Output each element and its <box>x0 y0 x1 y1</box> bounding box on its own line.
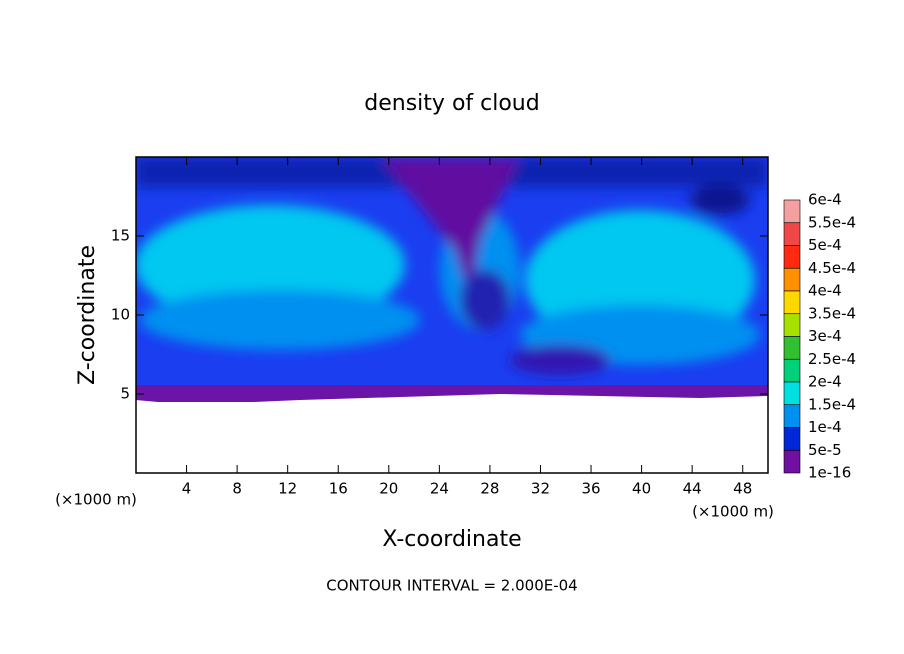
colorbar-label: 1e-4 <box>808 418 842 436</box>
colorbar-box <box>783 313 801 337</box>
x-tick-label: 16 <box>329 480 348 498</box>
colorbar-box <box>783 404 801 428</box>
colorbar-label: 3.5e-4 <box>808 304 856 322</box>
colorbar-box <box>783 449 801 474</box>
colorbar-box <box>783 358 801 383</box>
colorbar-label: 1e-16 <box>808 464 851 482</box>
x-tick-label: 36 <box>581 480 600 498</box>
x-unit-label: (×1000 m) <box>692 503 774 521</box>
y-tick-label: 10 <box>111 306 130 324</box>
colorbar-label: 6e-4 <box>808 191 842 209</box>
x-tick-label: 4 <box>182 480 192 498</box>
colorbar-label: 5e-4 <box>808 236 842 254</box>
colorbar-box <box>783 336 801 360</box>
contour-field <box>136 157 768 473</box>
x-tick-label: 28 <box>480 480 499 498</box>
colorbar-label: 3e-4 <box>808 327 842 345</box>
y-axis-label: Z-coordinate <box>75 245 100 385</box>
x-tick-label: 32 <box>531 480 550 498</box>
x-unit-label: (×1000 m) <box>55 491 137 509</box>
colorbar-label: 2e-4 <box>808 373 842 391</box>
colorbar-box <box>783 267 801 292</box>
colorbar-label: 5e-5 <box>808 441 842 459</box>
x-tick-label: 20 <box>379 480 398 498</box>
chart-title: density of cloud <box>364 91 539 116</box>
footer: CONTOUR INTERVAL = 2.000E-04 <box>326 577 577 595</box>
colorbar-box <box>783 427 801 451</box>
colorbar-box <box>783 381 801 406</box>
x-tick-label: 24 <box>430 480 449 498</box>
colorbar-box <box>783 199 801 224</box>
x-tick-label: 12 <box>278 480 297 498</box>
y-tick-label: 5 <box>120 385 130 403</box>
colorbar-label: 2.5e-4 <box>808 350 856 368</box>
colorbar-box <box>783 245 801 269</box>
colorbar-box <box>783 290 801 315</box>
colorbar-label: 4.5e-4 <box>808 259 856 277</box>
colorbar-label: 5.5e-4 <box>808 213 856 231</box>
colorbar-label: 1.5e-4 <box>808 395 856 413</box>
x-axis-label: X-coordinate <box>382 527 521 552</box>
colorbar-label: 4e-4 <box>808 282 842 300</box>
y-tick-label: 15 <box>111 227 130 245</box>
x-tick-label: 8 <box>232 480 242 498</box>
x-tick-label: 48 <box>733 480 752 498</box>
x-tick-label: 40 <box>632 480 651 498</box>
x-tick-label: 44 <box>683 480 702 498</box>
colorbar-box <box>783 222 801 246</box>
